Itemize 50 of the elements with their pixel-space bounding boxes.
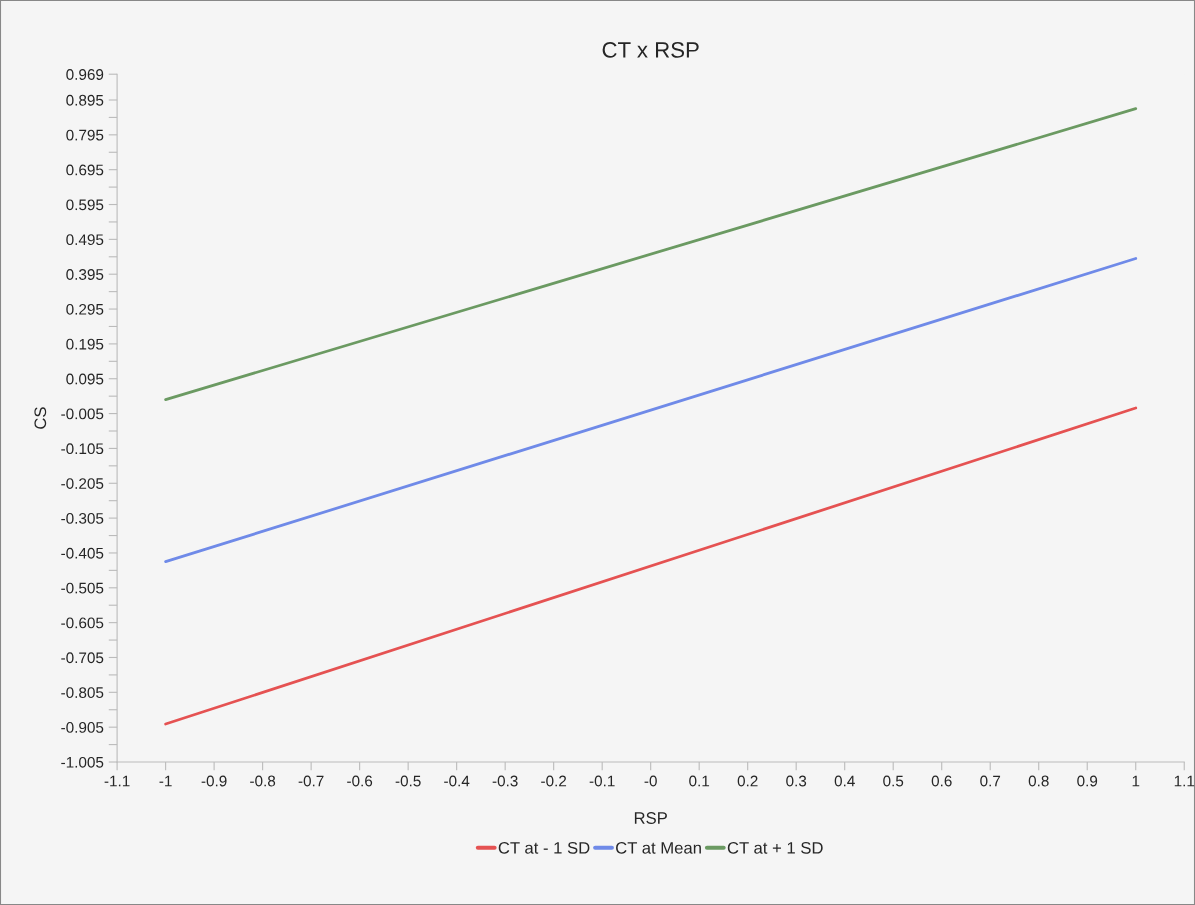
y-tick-label: 0.095	[66, 373, 104, 385]
y-tick-label: -0.405	[61, 547, 104, 559]
x-tick-label: 0.2	[737, 775, 758, 787]
x-tick-label: -1.1	[104, 775, 130, 787]
y-tick-label: 0.595	[66, 199, 104, 211]
y-tick-label: 0.195	[66, 338, 104, 350]
x-tick-label: 0.7	[980, 775, 1001, 787]
chart-title: CT x RSP	[602, 42, 699, 58]
x-tick-label: 0.8	[1028, 775, 1049, 787]
y-tick-label: 0.495	[66, 234, 104, 246]
y-tick-label: -0.705	[61, 652, 104, 664]
legend-label: CT at + 1 SD	[727, 841, 823, 854]
legend-label: CT at Mean	[616, 841, 701, 854]
x-tick-label: 0.6	[931, 775, 952, 787]
x-tick-label: -0.5	[395, 775, 421, 787]
x-tick-label: 1	[1132, 775, 1140, 787]
x-tick-label: -0.6	[347, 775, 373, 787]
y-tick-label: -1.005	[61, 756, 104, 768]
y-tick-label: 0.295	[66, 303, 104, 315]
y-tick-label: 0.395	[66, 269, 104, 280]
y-tick-label: -0.505	[61, 582, 104, 594]
y-tick-label: -0.805	[61, 687, 104, 699]
x-tick-label: -1	[159, 775, 172, 787]
y-tick-label: 0.695	[66, 164, 104, 176]
y-tick-label: -0.305	[61, 512, 104, 524]
y-tick-label: 0.795	[66, 129, 104, 141]
y-tick-label: 0.895	[66, 94, 104, 106]
y-tick-label: -0.205	[61, 478, 104, 489]
y-tick-label: 0.969	[66, 69, 104, 80]
x-tick-label: 1.1	[1174, 775, 1195, 787]
x-tick-label: -0.9	[201, 775, 227, 787]
y-axis-title: CS	[34, 407, 47, 429]
x-axis-title: RSP	[634, 812, 667, 824]
legend-label: CT at - 1 SD	[498, 841, 590, 854]
x-tick-label: 0.5	[883, 775, 904, 787]
x-tick-label: 0.3	[786, 775, 807, 787]
x-tick-label: -0.8	[250, 775, 276, 787]
x-tick-label: -0.4	[444, 775, 470, 787]
y-tick-label: -0.105	[61, 443, 104, 455]
x-tick-label: -0.3	[492, 775, 518, 787]
x-tick-label: 0.1	[689, 775, 710, 787]
y-tick-label: -0.605	[61, 617, 104, 629]
x-tick-label: -0.1	[589, 775, 615, 787]
y-tick-label: -0.905	[61, 722, 104, 733]
x-tick-label: -0.2	[541, 775, 567, 787]
y-tick-label: -0.005	[61, 408, 104, 420]
x-tick-label: 0.9	[1077, 775, 1098, 787]
x-tick-label: -0.7	[298, 775, 324, 787]
x-tick-label: 0.4	[834, 775, 855, 787]
x-tick-label: -0	[644, 775, 657, 787]
